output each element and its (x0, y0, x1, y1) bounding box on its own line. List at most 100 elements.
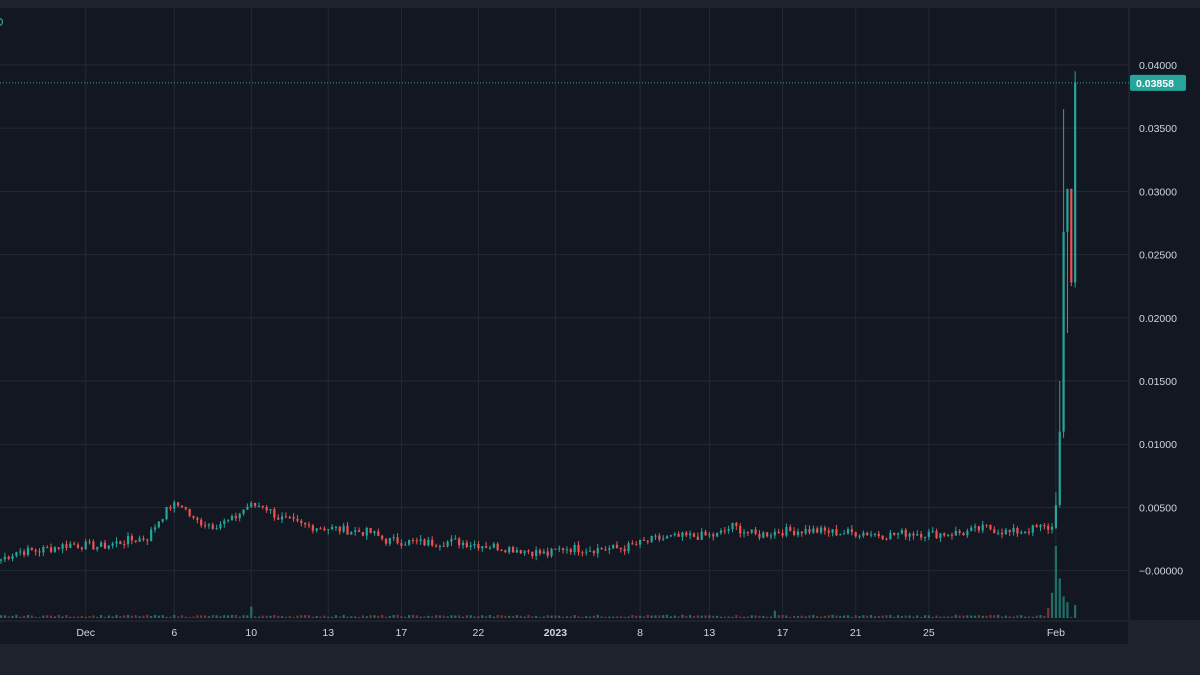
candle[interactable] (696, 532, 699, 541)
candle[interactable] (785, 523, 788, 538)
candle[interactable] (1031, 524, 1034, 536)
candle[interactable] (681, 531, 684, 541)
candle[interactable] (492, 542, 495, 549)
candle[interactable] (46, 545, 49, 549)
candle[interactable] (835, 524, 838, 537)
candle[interactable] (431, 536, 434, 547)
candle[interactable] (1016, 526, 1019, 537)
candle[interactable] (592, 550, 595, 557)
candle[interactable] (677, 531, 680, 537)
candle[interactable] (369, 527, 372, 534)
candle[interactable] (300, 519, 303, 527)
candle[interactable] (384, 538, 388, 546)
candle[interactable] (731, 522, 734, 533)
candle[interactable] (793, 527, 796, 537)
candle[interactable] (796, 528, 800, 538)
candle[interactable] (73, 541, 76, 546)
candle[interactable] (461, 540, 465, 549)
candle[interactable] (700, 528, 703, 541)
candle[interactable] (138, 535, 141, 542)
candle[interactable] (912, 531, 915, 540)
candle[interactable] (265, 505, 268, 513)
candle[interactable] (0, 558, 3, 564)
candle[interactable] (458, 537, 461, 549)
candle[interactable] (819, 525, 823, 535)
candle[interactable] (334, 525, 338, 532)
candle[interactable] (642, 536, 646, 541)
candle[interactable] (207, 523, 210, 529)
candle[interactable] (26, 545, 30, 557)
candle[interactable] (870, 531, 873, 538)
time-axis-area[interactable] (0, 622, 1128, 644)
candle[interactable] (203, 521, 207, 529)
candle[interactable] (658, 533, 661, 542)
candle[interactable] (477, 541, 480, 551)
candle[interactable] (450, 535, 453, 546)
candle[interactable] (1062, 109, 1065, 438)
candle[interactable] (716, 532, 719, 538)
candle[interactable] (357, 527, 361, 533)
candle[interactable] (177, 501, 180, 508)
candle[interactable] (1050, 523, 1054, 534)
candle[interactable] (569, 547, 572, 555)
candle[interactable] (7, 555, 10, 561)
candle[interactable] (373, 530, 376, 536)
candle[interactable] (11, 553, 14, 562)
candle[interactable] (377, 528, 380, 537)
candle[interactable] (565, 546, 569, 554)
candle[interactable] (419, 535, 422, 545)
candle[interactable] (866, 531, 869, 536)
candle[interactable] (927, 528, 930, 541)
candle[interactable] (1074, 71, 1077, 288)
candle[interactable] (950, 532, 954, 540)
candle[interactable] (188, 508, 191, 518)
candle[interactable] (727, 525, 730, 534)
candle[interactable] (977, 525, 980, 534)
candle[interactable] (392, 534, 395, 542)
candle[interactable] (746, 531, 749, 536)
candle[interactable] (92, 539, 95, 550)
candle[interactable] (1039, 523, 1042, 532)
candle[interactable] (989, 524, 992, 531)
candle[interactable] (827, 527, 830, 537)
candle[interactable] (588, 546, 592, 552)
candle[interactable] (858, 534, 861, 540)
candle[interactable] (685, 530, 688, 538)
candle[interactable] (800, 531, 803, 537)
candle[interactable] (839, 533, 842, 536)
candle[interactable] (134, 540, 137, 544)
candle[interactable] (277, 514, 280, 520)
candle[interactable] (639, 539, 642, 549)
candle[interactable] (361, 531, 364, 537)
candle[interactable] (257, 502, 261, 508)
candle[interactable] (854, 531, 857, 538)
candle[interactable] (954, 526, 957, 536)
candle[interactable] (581, 550, 584, 557)
candle[interactable] (169, 504, 172, 511)
candle[interactable] (219, 521, 222, 531)
candle[interactable] (646, 539, 649, 545)
candle[interactable] (970, 525, 973, 532)
candle[interactable] (115, 537, 118, 548)
candle[interactable] (61, 542, 64, 554)
candle[interactable] (823, 525, 826, 535)
candle[interactable] (947, 533, 950, 537)
candle[interactable] (481, 546, 484, 552)
candle[interactable] (103, 539, 107, 549)
candle[interactable] (1070, 188, 1073, 287)
candle[interactable] (1043, 523, 1046, 530)
candle[interactable] (935, 528, 938, 540)
candle[interactable] (619, 547, 622, 553)
candle[interactable] (446, 540, 449, 548)
candle[interactable] (119, 540, 122, 545)
candle[interactable] (254, 502, 257, 508)
candle[interactable] (192, 515, 195, 520)
candle[interactable] (234, 512, 237, 522)
candle[interactable] (816, 526, 819, 534)
candle[interactable] (896, 532, 900, 540)
candle[interactable] (908, 532, 911, 542)
candle[interactable] (238, 512, 241, 522)
candle[interactable] (893, 532, 896, 536)
candle[interactable] (615, 541, 619, 549)
candle[interactable] (708, 531, 711, 539)
